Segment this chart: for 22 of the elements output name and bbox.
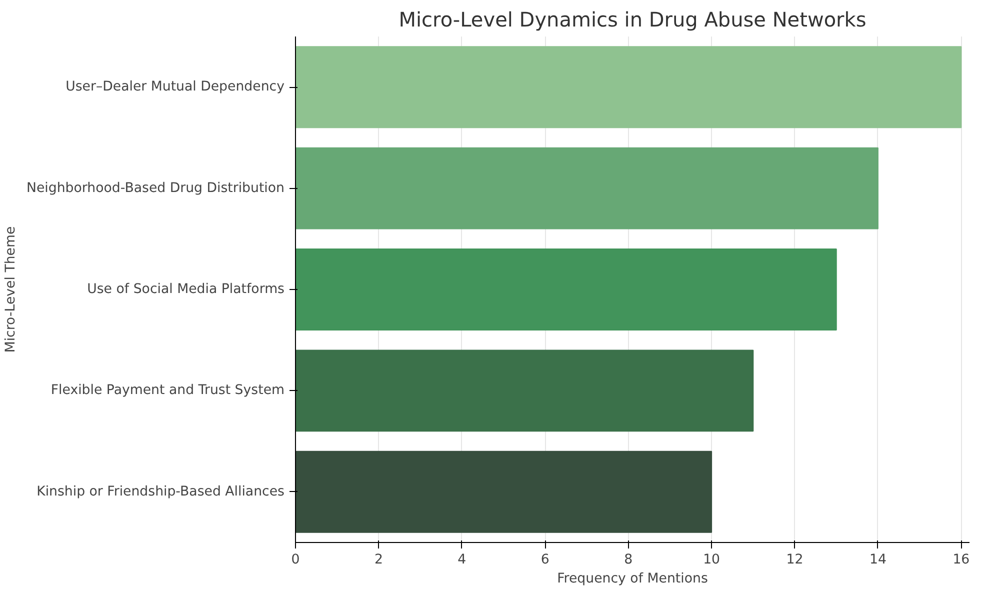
- bar: [296, 46, 962, 128]
- x-tick-label: 8: [624, 552, 633, 568]
- y-tick-label: Use of Social Media Platforms: [87, 282, 285, 297]
- y-tick-label: Flexible Payment and Trust System: [50, 383, 284, 398]
- x-tick-label: 14: [869, 552, 886, 568]
- x-tick-label: 16: [952, 552, 970, 568]
- y-axis-title: Micro-Level Theme: [4, 226, 19, 353]
- x-tick-label: 0: [291, 552, 300, 568]
- x-tick-label: 12: [786, 552, 804, 568]
- y-tick-label: Neighborhood-Based Drug Distribution: [26, 180, 285, 196]
- y-tick-label: User–Dealer Mutual Dependency: [66, 80, 285, 95]
- bar: [296, 350, 754, 432]
- x-tick-label: 4: [458, 552, 466, 568]
- bar: [296, 248, 837, 330]
- x-tick-label: 6: [540, 552, 550, 568]
- x-tick-label: 2: [374, 552, 383, 568]
- x-tick-label: 10: [703, 552, 720, 568]
- chart-title: Micro-Level Dynamics in Drug Abuse Networks: [398, 8, 866, 32]
- bar: [296, 147, 878, 230]
- y-tick-label: Kinship or Friendship-Based Alliances: [36, 484, 285, 500]
- x-axis-title: Frequency of Mentions: [557, 572, 708, 586]
- bar: [296, 450, 712, 533]
